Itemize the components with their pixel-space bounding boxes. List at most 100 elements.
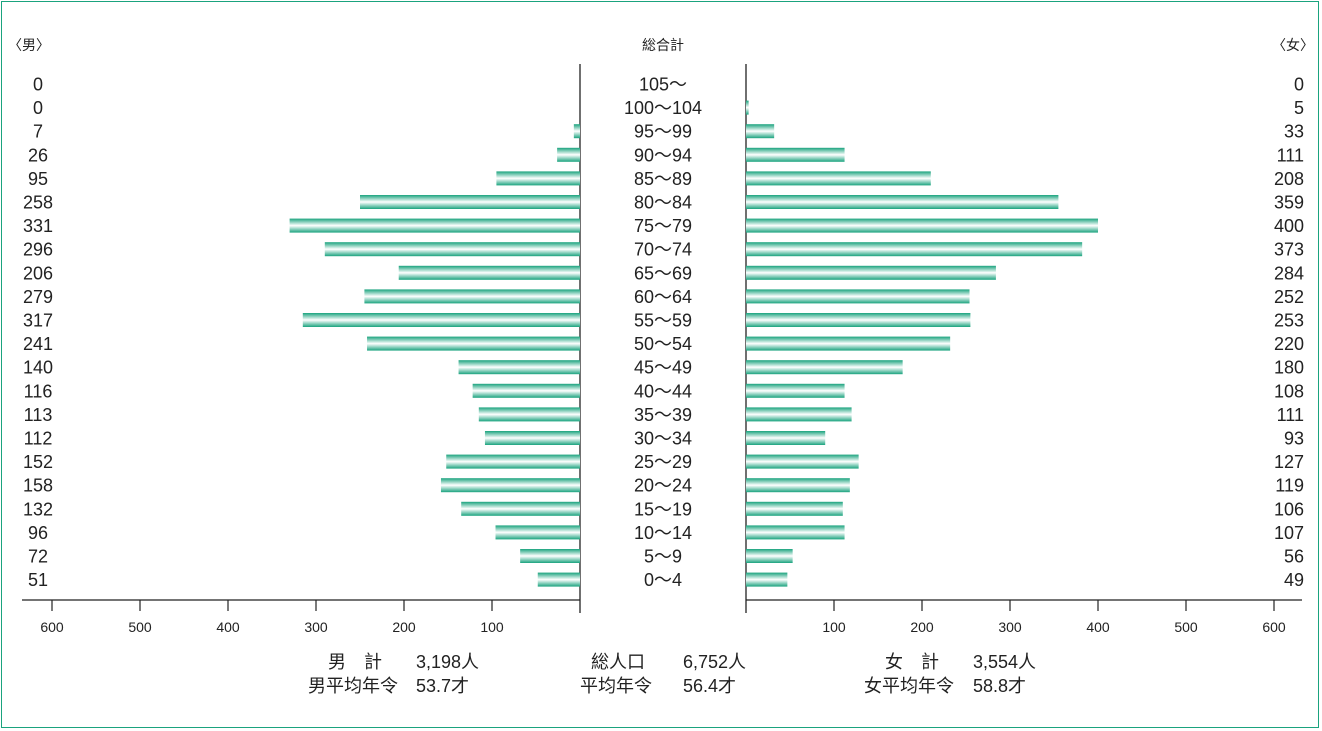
male-value-label: 116 (24, 381, 53, 401)
male-value-label: 158 (23, 476, 53, 496)
age-group-label: 0〜4 (644, 570, 682, 590)
female-value-label: 127 (1274, 452, 1304, 472)
male-bar (495, 525, 580, 540)
male-bar (461, 501, 580, 516)
male-x-tick-label: 100 (480, 619, 504, 635)
female-value-label: 400 (1274, 216, 1304, 236)
summary-female: 女 計 3,554人 女平均年令 58.8才 (864, 652, 1036, 696)
female-bar (746, 289, 970, 304)
female-bar (746, 478, 850, 493)
female-bar (746, 454, 859, 469)
male-bar (484, 431, 580, 445)
female-total-value: 3,554人 (973, 652, 1036, 672)
male-value-label: 317 (23, 311, 53, 331)
female-value-label: 5 (1294, 98, 1304, 118)
bars-group (289, 100, 1098, 587)
age-group-label: 65〜69 (634, 263, 692, 283)
female-value-label: 33 (1284, 122, 1304, 142)
male-value-label: 296 (23, 240, 53, 260)
age-group-label: 5〜9 (644, 547, 682, 567)
male-x-tick-label: 600 (40, 619, 64, 635)
male-value-label: 51 (28, 570, 48, 590)
age-group-label: 55〜59 (634, 311, 692, 331)
age-group-label: 40〜44 (634, 381, 692, 401)
female-x-tick-label: 200 (910, 619, 934, 635)
female-bar (746, 572, 788, 587)
female-bar (746, 360, 903, 375)
age-group-label: 95〜99 (634, 122, 692, 142)
age-group-label: 35〜39 (634, 405, 692, 425)
male-value-label: 96 (28, 523, 48, 543)
female-bar (746, 242, 1083, 257)
age-group-label: 70〜74 (634, 240, 692, 260)
age-group-label: 105〜 (639, 75, 687, 95)
female-value-label: 359 (1274, 193, 1304, 213)
female-x-tick-label: 600 (1262, 619, 1286, 635)
female-value-label: 93 (1284, 429, 1304, 449)
female-bar (746, 313, 971, 327)
male-value-label: 113 (24, 405, 53, 425)
male-avg-value: 53.7才 (416, 676, 469, 696)
male-x-tick-label: 400 (216, 619, 240, 635)
male-value-label: 241 (23, 334, 53, 354)
female-value-label: 111 (1277, 405, 1304, 425)
age-group-label: 15〜19 (634, 499, 692, 519)
ticks-group: 600 500 400 300 200 100 100 200 300 400 500 600 (40, 600, 1286, 635)
summary-male: 男 計 3,198人 男平均年令 53.7才 (308, 652, 479, 696)
female-value-label: 49 (1284, 570, 1304, 590)
male-avg-label: 男平均年令 (308, 676, 398, 696)
female-bar (746, 501, 843, 516)
male-bar (472, 383, 580, 398)
age-group-label: 45〜49 (634, 358, 692, 378)
male-value-label: 0 (33, 75, 43, 95)
female-value-label: 252 (1274, 287, 1304, 307)
female-bar (746, 407, 852, 422)
male-x-tick-label: 200 (392, 619, 416, 635)
total-value: 6,752人 (683, 652, 746, 672)
female-bar (746, 336, 951, 351)
male-x-tick-label: 500 (128, 619, 152, 635)
male-bar (324, 242, 580, 257)
age-group-label: 50〜54 (634, 334, 692, 354)
male-value-label: 95 (28, 169, 48, 189)
male-value-label: 7 (33, 122, 43, 142)
male-value-label: 331 (23, 216, 53, 236)
female-avg-value: 58.8才 (973, 676, 1026, 696)
male-x-tick-label: 300 (304, 619, 328, 635)
male-bar (573, 124, 580, 139)
female-x-tick-label: 500 (1174, 619, 1198, 635)
female-value-label: 220 (1274, 334, 1304, 354)
female-value-label: 111 (1277, 145, 1304, 165)
labels-group: 105〜 0 0 100〜104 0 5 95〜99 7 33 90〜94 26 111 85〜89 95… (23, 75, 1304, 591)
female-side-label: 〈女〉 (1272, 37, 1314, 53)
avg-value: 56.4才 (683, 676, 736, 696)
male-bar (458, 360, 580, 375)
age-group-label: 90〜94 (634, 145, 692, 165)
age-group-label: 30〜34 (634, 429, 692, 449)
female-value-label: 0 (1294, 75, 1304, 95)
female-value-label: 119 (1275, 476, 1304, 496)
male-bar (398, 265, 580, 280)
male-value-label: 132 (23, 499, 53, 519)
age-group-label: 85〜89 (634, 169, 692, 189)
age-group-label: 80〜84 (634, 193, 692, 213)
male-value-label: 112 (24, 429, 53, 449)
male-bar (496, 171, 580, 186)
female-bar (746, 218, 1098, 233)
male-bar (557, 147, 580, 162)
age-group-label: 60〜64 (634, 287, 692, 307)
female-bar (746, 431, 826, 445)
female-bar (746, 147, 845, 162)
avg-label: 平均年令 (580, 676, 652, 696)
female-value-label: 107 (1274, 523, 1304, 543)
male-bar (446, 454, 580, 469)
chart-title: 総合計 (642, 37, 684, 53)
age-group-label: 20〜24 (634, 476, 692, 496)
male-value-label: 26 (28, 145, 48, 165)
female-bar (746, 265, 996, 280)
male-side-label: 〈男〉 (8, 37, 50, 53)
female-value-label: 108 (1274, 381, 1304, 401)
male-bar (520, 549, 580, 563)
